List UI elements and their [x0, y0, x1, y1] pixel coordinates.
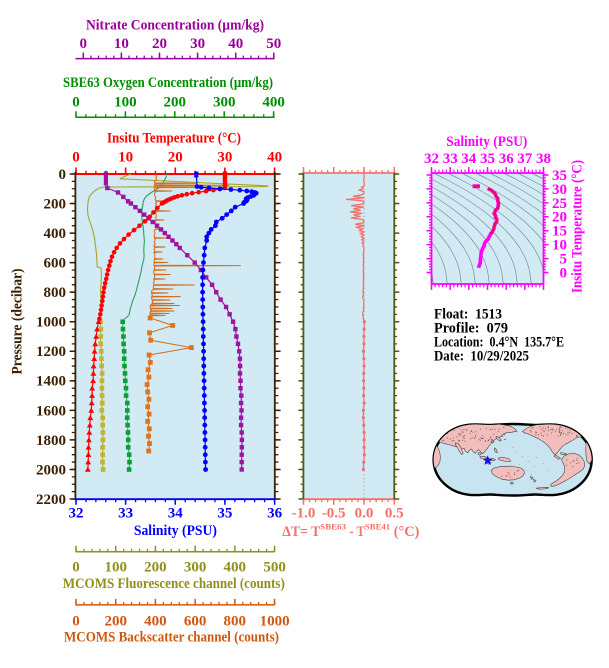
svg-text:20: 20	[152, 36, 167, 52]
svg-text:0.5: 0.5	[385, 506, 404, 522]
svg-text:25: 25	[552, 196, 567, 212]
svg-text:MCOMS Backscatter channel (cou: MCOMS Backscatter channel (counts)	[64, 629, 279, 645]
svg-text:5: 5	[560, 252, 568, 268]
svg-text:33: 33	[118, 506, 133, 522]
svg-text:0: 0	[80, 36, 88, 52]
svg-text:300: 300	[213, 94, 236, 110]
svg-text:20: 20	[168, 150, 183, 166]
svg-text:34: 34	[461, 151, 477, 167]
svg-text:400: 400	[262, 94, 285, 110]
svg-text:1200: 1200	[36, 344, 66, 360]
svg-text:10: 10	[552, 238, 567, 254]
svg-text:Profile: 079: Profile: 079	[434, 321, 508, 337]
svg-text:Date: 10/29/2025: Date: 10/29/2025	[434, 349, 529, 365]
svg-text:36: 36	[499, 151, 515, 167]
svg-text:MCOMS Fluorescence channel (co: MCOMS Fluorescence channel (counts)	[63, 576, 285, 592]
svg-text:1400: 1400	[36, 374, 66, 390]
svg-text:400: 400	[224, 559, 247, 575]
svg-text:30: 30	[217, 150, 232, 166]
svg-text:Pressure (decibar): Pressure (decibar)	[10, 269, 26, 375]
svg-text:-0.5: -0.5	[322, 506, 346, 522]
svg-text:100: 100	[104, 559, 127, 575]
svg-text:2000: 2000	[36, 462, 66, 478]
svg-text:Float: 1513: Float: 1513	[434, 307, 502, 323]
svg-text:600: 600	[184, 614, 207, 630]
svg-text:1800: 1800	[36, 433, 66, 449]
svg-text:1000: 1000	[260, 614, 290, 630]
svg-text:0: 0	[59, 167, 67, 183]
svg-text:30: 30	[190, 36, 205, 52]
svg-text:2200: 2200	[36, 492, 66, 508]
svg-text:500: 500	[263, 559, 286, 575]
svg-text:0: 0	[72, 614, 80, 630]
svg-text:40: 40	[267, 150, 282, 166]
svg-text:35: 35	[217, 506, 232, 522]
svg-text:20: 20	[552, 210, 567, 226]
svg-text:Salinity (PSU): Salinity (PSU)	[446, 134, 527, 150]
svg-text:400: 400	[44, 226, 67, 242]
svg-text:800: 800	[44, 285, 67, 301]
svg-text:ΔT= TSBE63 - TSBE41 (°C): ΔT= TSBE63 - TSBE41 (°C)	[282, 522, 419, 541]
svg-text:32: 32	[424, 151, 439, 167]
svg-text:15: 15	[552, 224, 567, 240]
svg-text:0: 0	[72, 150, 80, 166]
svg-text:34: 34	[168, 506, 184, 522]
svg-text:1000: 1000	[36, 315, 66, 331]
svg-text:100: 100	[114, 94, 137, 110]
svg-text:200: 200	[44, 196, 67, 212]
svg-text:38: 38	[536, 151, 551, 167]
svg-text:Insitu Temperature (°C): Insitu Temperature (°C)	[107, 130, 241, 146]
svg-text:Insitu Temperature (°C): Insitu Temperature (°C)	[570, 160, 586, 293]
svg-text:Nitrate Concentration (µm/kg): Nitrate Concentration (µm/kg)	[86, 17, 264, 33]
svg-text:35: 35	[480, 151, 495, 167]
svg-text:600: 600	[44, 256, 67, 272]
svg-text:0: 0	[72, 94, 80, 110]
svg-text:400: 400	[144, 614, 167, 630]
svg-text:0.0: 0.0	[355, 506, 374, 522]
svg-text:40: 40	[228, 36, 243, 52]
svg-text:Salinity (PSU): Salinity (PSU)	[134, 523, 217, 539]
svg-text:35: 35	[552, 168, 567, 184]
svg-text:-1.0: -1.0	[292, 506, 316, 522]
svg-text:Location: 0.4°N 135.7°E: Location: 0.4°N 135.7°E	[434, 335, 564, 351]
svg-text:37: 37	[517, 151, 533, 167]
svg-text:10: 10	[114, 36, 129, 52]
svg-text:30: 30	[552, 182, 567, 198]
svg-text:200: 200	[104, 614, 127, 630]
svg-text:33: 33	[443, 151, 458, 167]
svg-text:0: 0	[560, 265, 568, 281]
svg-text:1600: 1600	[36, 403, 66, 419]
svg-text:300: 300	[184, 559, 207, 575]
svg-text:36: 36	[267, 506, 283, 522]
svg-text:SBE63 Oxygen Concentration (µm: SBE63 Oxygen Concentration (µm/kg)	[63, 75, 273, 91]
svg-text:50: 50	[266, 36, 281, 52]
svg-text:800: 800	[224, 614, 247, 630]
svg-text:200: 200	[144, 559, 167, 575]
svg-text:10: 10	[118, 150, 133, 166]
svg-text:32: 32	[69, 506, 84, 522]
svg-text:200: 200	[164, 94, 187, 110]
svg-text:0: 0	[72, 559, 80, 575]
